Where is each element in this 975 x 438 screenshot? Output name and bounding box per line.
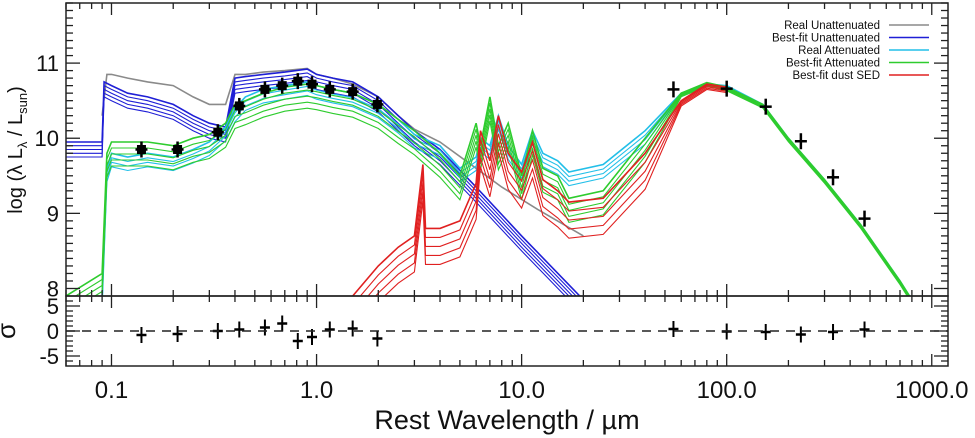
residual-point	[277, 315, 288, 332]
series-line-real-unattenuated	[101, 67, 584, 237]
legend-entry: Best-fit dust SED	[792, 70, 929, 82]
y-tick-label: 11	[36, 51, 59, 76]
residual-point	[668, 321, 679, 337]
y-tick-label: 10	[35, 126, 59, 151]
photometry-point	[211, 124, 224, 141]
photometry-point	[794, 133, 807, 150]
ticks-layer: 0.1 1.0 10.0 100.0 1000.0 8 9 10 11 50-5	[35, 2, 968, 404]
residual-point	[324, 321, 335, 338]
residual-point	[347, 320, 358, 337]
photometry-point	[276, 77, 289, 94]
series-line-best-fit-dust-sed	[352, 83, 727, 296]
x-axis-label: Rest Wavelength / µm	[374, 405, 639, 435]
x-tick-label: 100.0	[697, 377, 757, 404]
photometry-point	[667, 81, 680, 98]
y-tick-label: 9	[47, 201, 59, 226]
photometry-layer	[135, 73, 871, 227]
residual-point	[292, 333, 303, 349]
legend-label: Best-fit dust SED	[792, 70, 880, 82]
photometry-point	[858, 210, 871, 227]
series-line-best-fit-attenuated	[66, 81, 911, 296]
residual-point	[259, 319, 270, 336]
residual-point	[234, 321, 245, 338]
legend-entry: Real Unattenuated	[784, 20, 929, 32]
y-tick-label: 8	[47, 276, 59, 301]
legend-label: Best-fit Attenuated	[786, 58, 880, 70]
series-line-best-fit-attenuated	[74, 82, 910, 296]
series-line-real-attenuated	[101, 84, 910, 296]
residual-point	[859, 321, 870, 338]
residual-point	[795, 326, 806, 343]
photometry-point	[346, 83, 359, 100]
residual-point	[372, 330, 383, 347]
photometry-point	[233, 97, 246, 114]
residual-point	[760, 324, 771, 340]
photometry-point	[258, 81, 271, 98]
legend-entry: Best-fit Unattenuated	[772, 33, 929, 45]
legend-label: Real Attenuated	[798, 45, 880, 57]
photometry-point	[720, 80, 733, 97]
residual-layer	[136, 315, 870, 349]
photometry-point	[827, 169, 840, 186]
series-line-best-fit-dust-sed	[367, 86, 727, 296]
photometry-point	[171, 141, 184, 158]
x-tick-label: 1.0	[300, 377, 333, 404]
photometry-point	[323, 81, 336, 98]
photometry-point	[291, 73, 304, 90]
residual-point	[172, 326, 183, 342]
residual-point	[136, 327, 147, 343]
series-line-real-attenuated	[102, 85, 909, 296]
photometry-point	[305, 76, 318, 93]
residual-point	[828, 324, 839, 340]
residual-tick-label: 5	[47, 294, 59, 319]
series-line-real-attenuated	[101, 84, 910, 296]
series-line-best-fit-unattenuated	[66, 76, 574, 296]
x-tick-label: 1000.0	[895, 377, 968, 404]
series-line-best-fit-unattenuated	[66, 83, 566, 296]
series-line-best-fit-dust-sed	[359, 84, 727, 296]
legend-entry: Best-fit Attenuated	[786, 58, 929, 70]
x-tick-label: 10.0	[498, 377, 545, 404]
series-line-best-fit-dust-sed	[375, 87, 727, 296]
photometry-point	[135, 141, 148, 158]
legend-label: Real Unattenuated	[784, 20, 880, 32]
residual-tick-label: 0	[47, 319, 59, 344]
y-axis-label-main: log (λ Lλ / Lsun)	[5, 86, 30, 214]
photometry-point	[759, 98, 772, 115]
legend-entry: Real Attenuated	[798, 45, 929, 57]
series-layer	[66, 67, 911, 296]
series-line-best-fit-unattenuated	[66, 79, 570, 296]
residual-tick-label: -5	[39, 344, 59, 369]
x-tick-label: 0.1	[95, 377, 128, 404]
legend-label: Best-fit Unattenuated	[772, 33, 880, 45]
photometry-point	[371, 96, 384, 113]
series-line-best-fit-dust-sed	[383, 88, 727, 296]
y-axis-label-residual: σ	[0, 323, 21, 339]
